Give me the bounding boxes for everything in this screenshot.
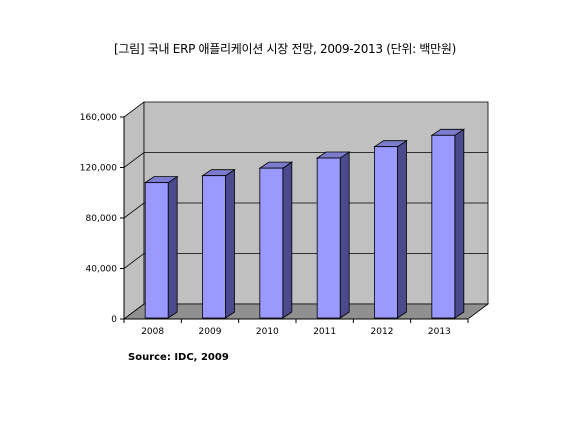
bar <box>201 168 236 319</box>
gridline <box>123 253 488 269</box>
gridlines <box>123 152 488 269</box>
bar-front <box>374 146 398 319</box>
bar <box>315 151 351 319</box>
bar-side <box>167 175 178 319</box>
bar <box>430 128 466 319</box>
bar-side <box>282 161 293 319</box>
bar-series <box>143 128 466 319</box>
bar <box>258 161 294 319</box>
y-tick-label: 120,000 <box>80 164 117 174</box>
y-tick-label: 0 <box>111 315 117 325</box>
bar-front <box>144 182 169 319</box>
axes <box>120 116 469 323</box>
gridline <box>123 152 488 168</box>
bar-side <box>454 128 465 319</box>
x-axis-tick-labels: 2008 2009 2010 2011 2012 2013 <box>141 327 451 337</box>
bar-side <box>339 151 350 319</box>
x-tick-label: 2012 <box>371 327 394 337</box>
x-tick-label: 2010 <box>256 327 279 337</box>
x-tick-label: 2008 <box>141 327 164 337</box>
y-tick-label: 160,000 <box>80 113 117 123</box>
y-tick-label: 80,000 <box>86 214 118 224</box>
y-tick-label: 40,000 <box>86 265 118 275</box>
bar-front <box>202 175 226 319</box>
bar <box>143 175 179 319</box>
gridline <box>123 202 488 219</box>
bar-front <box>431 134 456 319</box>
y-axis-tick-labels: 0 40,000 80,000 120,000 160,000 <box>80 113 117 325</box>
x-tick-label: 2013 <box>428 327 451 337</box>
bar-front <box>259 167 284 319</box>
bar-side <box>225 168 235 319</box>
x-tick-label: 2011 <box>313 327 336 337</box>
bar <box>373 139 408 319</box>
x-tick-label: 2009 <box>199 327 222 337</box>
source-note: Source: IDC, 2009 <box>128 352 229 363</box>
bar-front <box>316 157 341 319</box>
chart-title: [그림] 국내 ERP 애플리케이션 시장 전망, 2009-2013 (단위:… <box>114 42 456 56</box>
bar-side <box>397 139 407 319</box>
